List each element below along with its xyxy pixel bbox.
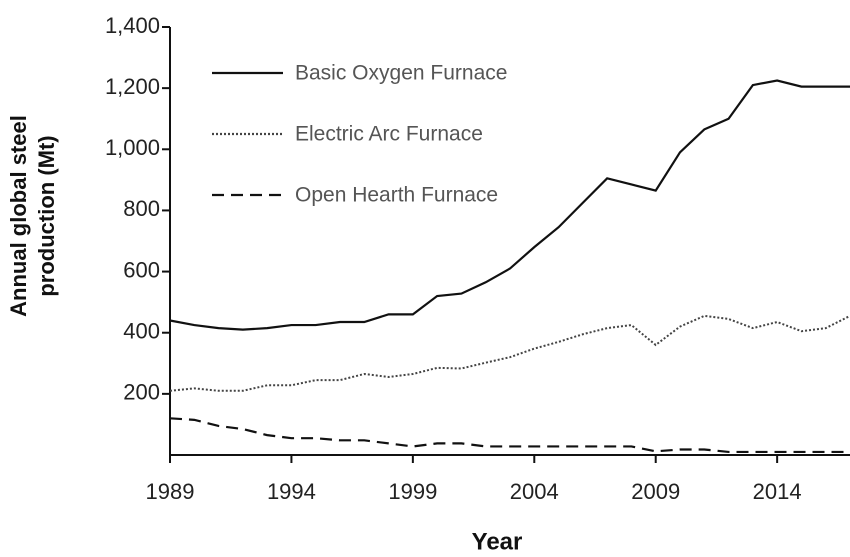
x-tick-label: 2009 (631, 479, 680, 504)
y-tick-label: 1,400 (105, 13, 160, 38)
legend-label: Electric Arc Furnace (295, 123, 483, 146)
x-tick-label: 2004 (510, 479, 559, 504)
line-series (169, 79, 850, 331)
x-tick-label: 2014 (753, 479, 802, 504)
line-series (169, 314, 850, 392)
y-tick-label: 200 (123, 380, 160, 405)
y-tick-label: 400 (123, 319, 160, 344)
y-axis-label: Annual global steel production (Mt) (6, 115, 59, 317)
legend-label: Basic Oxygen Furnace (295, 62, 507, 85)
x-tick-label: 1989 (146, 479, 195, 504)
y-tick-label: 600 (123, 257, 160, 282)
x-tick-label: 1999 (388, 479, 437, 504)
x-tick-label: 1994 (267, 479, 316, 504)
x-axis-label: Year (472, 528, 523, 555)
legend-label: Open Hearth Furnace (295, 184, 498, 207)
y-tick-label: 800 (123, 196, 160, 221)
y-tick-label: 1,000 (105, 135, 160, 160)
y-tick-label: 1,200 (105, 74, 160, 99)
line-series (169, 417, 850, 454)
